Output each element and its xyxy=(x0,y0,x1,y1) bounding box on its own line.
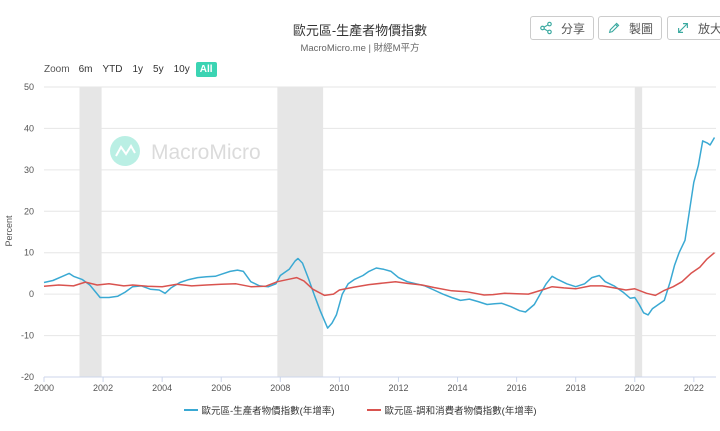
recession-band-0 xyxy=(79,87,102,377)
x-tick-label: 2012 xyxy=(388,383,408,393)
x-tick-label: 2004 xyxy=(152,383,172,393)
y-tick-label: 40 xyxy=(24,123,34,133)
y-tick-label: -10 xyxy=(21,331,34,341)
x-tick-label: 2014 xyxy=(448,383,468,393)
zoom-6m-button[interactable]: 6m xyxy=(78,63,93,75)
pencil-icon xyxy=(608,22,620,34)
x-tick-label: 2016 xyxy=(507,383,527,393)
zoom-ytd-button[interactable]: YTD xyxy=(102,63,123,75)
expand-label: 放大 xyxy=(697,21,720,36)
legend-label-hicp: 歐元區-調和消費者物價指數(年增率) xyxy=(384,406,537,417)
zoom-10y-button[interactable]: 10y xyxy=(173,63,190,75)
share-label: 分享 xyxy=(560,21,585,36)
x-tick-label: 2018 xyxy=(566,383,586,393)
legend-item-ppi[interactable]: 歐元區-生產者物價指數(年增率) xyxy=(183,403,335,417)
x-tick-label: 2008 xyxy=(270,383,290,393)
zoom-all-button[interactable]: All xyxy=(195,61,217,77)
y-tick-label: 30 xyxy=(24,165,34,175)
y-tick-label: 20 xyxy=(24,206,34,216)
recession-band-1 xyxy=(277,87,324,377)
expand-icon xyxy=(678,23,688,33)
y-tick-label: -20 xyxy=(21,372,34,382)
chart-title: 歐元區-生產者物價指數 xyxy=(292,23,428,38)
legend-swatch-hicp xyxy=(366,409,381,411)
x-tick-label: 2020 xyxy=(625,383,645,393)
zoom-5y-button[interactable]: 5y xyxy=(153,63,164,75)
expand-button[interactable]: 放大 xyxy=(667,16,720,40)
zoom-bar: Zoom 6m YTD 1y 5y 10y All xyxy=(44,61,219,77)
x-tick-label: 2006 xyxy=(211,383,231,393)
legend-swatch-ppi xyxy=(183,409,198,411)
y-axis-label: Percent xyxy=(4,215,14,247)
make-chart-button[interactable]: 製圖 xyxy=(598,16,662,40)
share-icon xyxy=(540,21,552,35)
chart-subtitle: MacroMicro.me | 財經M平方 xyxy=(300,43,420,54)
zoom-label: Zoom xyxy=(44,63,70,75)
make-chart-label: 製圖 xyxy=(628,21,653,36)
watermark: MacroMicro xyxy=(110,136,261,166)
share-button[interactable]: 分享 xyxy=(530,16,594,40)
legend: 歐元區-生產者物價指數(年增率) 歐元區-調和消費者物價指數(年增率) xyxy=(0,403,720,417)
x-tick-label: 2010 xyxy=(329,383,349,393)
recession-band-2 xyxy=(634,87,643,377)
series-line-ppi[interactable] xyxy=(43,137,716,329)
legend-label-ppi: 歐元區-生產者物價指數(年增率) xyxy=(201,406,335,417)
y-tick-label: 0 xyxy=(29,289,34,299)
x-tick-label: 2000 xyxy=(34,383,54,393)
legend-item-hicp[interactable]: 歐元區-調和消費者物價指數(年增率) xyxy=(366,403,537,417)
zoom-1y-button[interactable]: 1y xyxy=(132,63,144,75)
y-tick-label: 10 xyxy=(24,248,34,258)
watermark-text: MacroMicro xyxy=(151,141,261,164)
series-line-hicp[interactable] xyxy=(43,252,715,297)
x-tick-label: 2002 xyxy=(93,383,113,393)
y-tick-label: 50 xyxy=(24,82,34,92)
x-tick-label: 2022 xyxy=(684,383,704,393)
watermark-logo-icon xyxy=(110,136,140,166)
